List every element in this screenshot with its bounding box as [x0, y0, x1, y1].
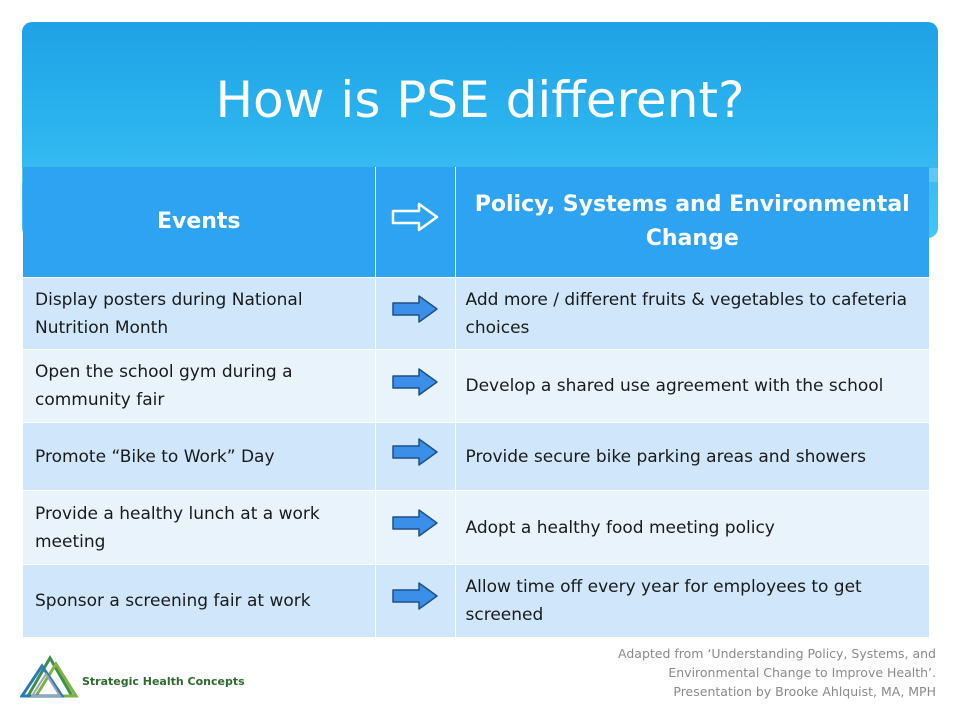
- change-cell: Adopt a healthy food meeting policy: [454, 490, 929, 565]
- attribution-line: Presentation by Brooke Ahlquist, MA, MPH: [673, 684, 936, 699]
- table-row: Display posters during National Nutritio…: [23, 277, 929, 350]
- arrow-cell: [374, 349, 455, 423]
- table-row: Provide a healthy lunch at a work meetin…: [23, 490, 929, 565]
- source-attribution: Adapted from ‘Understanding Policy, Syst…: [516, 644, 936, 701]
- pse-comparison-table: Events Policy, Systems and Environmental…: [23, 167, 929, 637]
- arrow-right-icon: [392, 438, 438, 466]
- table-header-row: Events Policy, Systems and Environmental…: [23, 167, 929, 278]
- arrow-cell: [374, 564, 455, 637]
- table-row: Open the school gym during a community f…: [23, 349, 929, 423]
- header-events: Events: [23, 167, 375, 278]
- change-cell: Develop a shared use agreement with the …: [454, 349, 929, 423]
- logo-label: Strategic Health Concepts: [82, 675, 245, 688]
- strategic-health-concepts-logo: [20, 655, 79, 698]
- attribution-line: Adapted from ‘Understanding Policy, Syst…: [618, 646, 936, 661]
- arrow-cell: [374, 422, 455, 491]
- change-cell: Allow time off every year for employees …: [454, 564, 929, 637]
- arrow-cell: [374, 277, 455, 350]
- arrow-right-icon: [392, 295, 438, 323]
- header-pse-change: Policy, Systems and Environmental Change: [454, 167, 929, 278]
- arrow-right-icon: [392, 367, 438, 396]
- change-cell: Provide secure bike parking areas and sh…: [454, 422, 929, 491]
- arrow-right-icon: [391, 202, 439, 231]
- arrow-cell: [374, 490, 455, 565]
- header-arrow: [374, 167, 455, 278]
- event-cell: Promote “Bike to Work” Day: [23, 422, 375, 491]
- slide-title: How is PSE different?: [215, 71, 745, 129]
- arrow-right-icon: [392, 582, 438, 610]
- table-row: Promote “Bike to Work” Day Provide secur…: [23, 422, 929, 491]
- event-cell: Sponsor a screening fair at work: [23, 564, 375, 637]
- event-cell: Display posters during National Nutritio…: [23, 277, 375, 350]
- event-cell: Open the school gym during a community f…: [23, 349, 375, 423]
- arrow-right-icon: [392, 509, 438, 537]
- attribution-line: Environmental Change to Improve Health’.: [668, 665, 936, 680]
- event-cell: Provide a healthy lunch at a work meetin…: [23, 490, 375, 565]
- table-row: Sponsor a screening fair at work Allow t…: [23, 564, 929, 637]
- change-cell: Add more / different fruits & vegetables…: [454, 277, 929, 350]
